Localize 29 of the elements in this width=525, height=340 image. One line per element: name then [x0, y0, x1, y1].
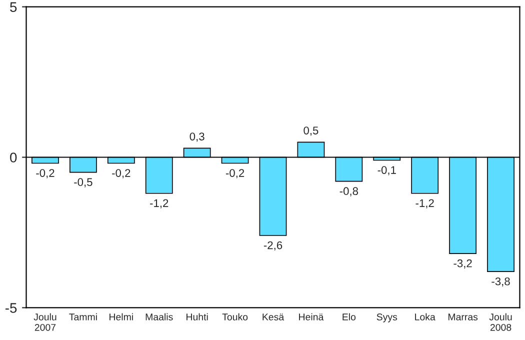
x-tick-label: Loka — [415, 313, 436, 320]
y-tick-label: 0 — [10, 152, 17, 162]
data-label: -2,6 — [264, 241, 282, 251]
x-tick-label: Joulu 2008 — [489, 313, 512, 331]
data-label: -0,5 — [74, 178, 92, 188]
x-tick-label: Marras — [448, 314, 478, 320]
data-label: -3,8 — [492, 277, 510, 287]
data-label: 0,5 — [304, 126, 318, 136]
x-tick-label: Huhti — [186, 313, 208, 320]
data-label: -1,2 — [416, 199, 434, 208]
data-label: 0,3 — [190, 132, 204, 142]
x-tick-label: Helmi — [110, 313, 133, 320]
x-tick-label: Heinä — [299, 313, 324, 320]
x-tick-label: Kesä — [262, 314, 284, 320]
x-tick-label: Tammi — [69, 313, 97, 320]
data-label: -0,8 — [340, 187, 358, 196]
x-tick-label: Syys — [376, 314, 398, 322]
y-tick-label: -5 — [5, 303, 17, 313]
x-tick-label: Maalis — [146, 313, 173, 320]
x-tick-label: Joulu 2007 — [34, 313, 56, 331]
data-label: -0,1 — [378, 166, 396, 176]
data-label: -0,2 — [112, 169, 130, 178]
y-tick-label: 5 — [10, 2, 17, 12]
x-tick-label: Touko — [222, 313, 248, 320]
x-tick-label: Elo — [342, 313, 356, 320]
data-label: -1,2 — [150, 199, 168, 208]
data-label: -0,2 — [226, 169, 244, 178]
data-label: -3,2 — [454, 259, 472, 269]
data-label: -0,2 — [36, 169, 54, 178]
